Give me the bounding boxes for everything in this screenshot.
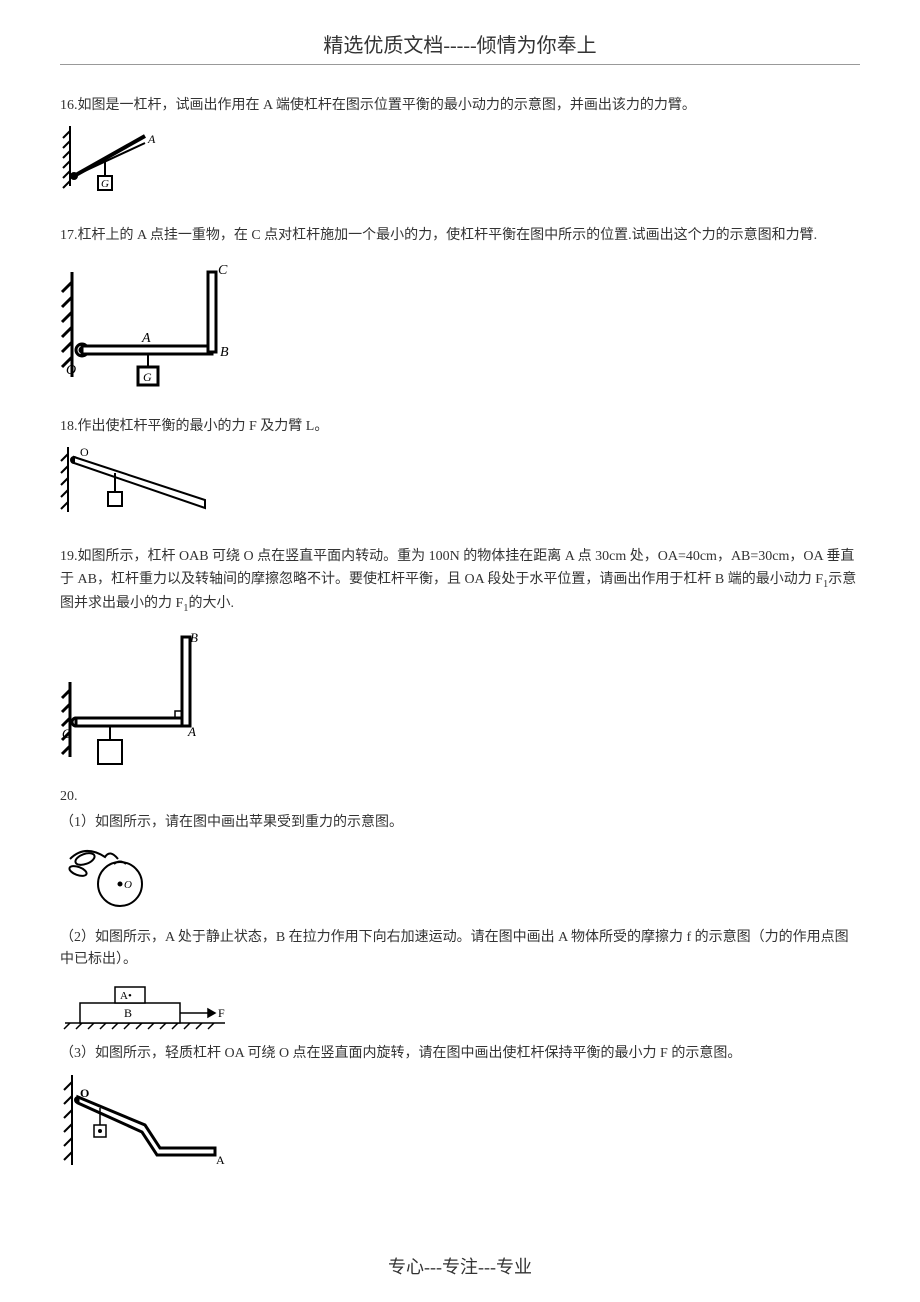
q20-d3: O A bbox=[60, 1070, 230, 1180]
question-16: 16.如图是一杠杆，试画出作用在 A 端使杠杆在图示位置平衡的最小动力的示意图，… bbox=[60, 95, 860, 211]
label-a: A bbox=[187, 724, 196, 739]
q19-diagram: O A B bbox=[60, 622, 210, 772]
label-a: A bbox=[141, 331, 151, 346]
q20-num: 20. bbox=[60, 786, 860, 808]
question-19: 19.如图所示，杠杆 OAB 可绕 O 点在竖直平面内转动。重为 100N 的物… bbox=[60, 546, 860, 772]
label-o: O bbox=[66, 363, 76, 378]
q16-text: 16.如图是一杠杆，试画出作用在 A 端使杠杆在图示位置平衡的最小动力的示意图，… bbox=[60, 95, 860, 117]
q18-diagram: O bbox=[60, 442, 220, 532]
question-20: 20. （1）如图所示，请在图中画出苹果受到重力的示意图。 O （2）如图所示，… bbox=[60, 786, 860, 1180]
label-g: G bbox=[143, 370, 152, 384]
label-o: O bbox=[80, 1086, 89, 1100]
page-footer: 专心---专注---专业 bbox=[0, 1253, 920, 1282]
label-a: A bbox=[147, 132, 156, 146]
question-17: 17.杠杆上的 A 点挂一重物，在 C 点对杠杆施加一个最小的力，使杠杆平衡在图… bbox=[60, 225, 860, 401]
q17-diagram: O A B C G bbox=[60, 252, 240, 402]
question-18: 18.作出使杠杆平衡的最小的力 F 及力臂 L。 O bbox=[60, 416, 860, 532]
q20-p3: （3）如图所示，轻质杠杆 OA 可绕 O 点在竖直面内旋转，请在图中画出使杠杆保… bbox=[60, 1043, 860, 1065]
q19-text-a: 19.如图所示，杠杆 OAB 可绕 O 点在竖直平面内转动。重为 100N 的物… bbox=[60, 549, 854, 586]
q20-p1: （1）如图所示，请在图中画出苹果受到重力的示意图。 bbox=[60, 812, 860, 834]
label-a: A bbox=[216, 1153, 225, 1167]
label-b: B bbox=[190, 630, 198, 645]
label-o: O bbox=[80, 445, 89, 459]
q19-text: 19.如图所示，杠杆 OAB 可绕 O 点在竖直平面内转动。重为 100N 的物… bbox=[60, 546, 860, 618]
label-f: F bbox=[218, 1006, 225, 1020]
q17-text: 17.杠杆上的 A 点挂一重物，在 C 点对杠杆施加一个最小的力，使杠杆平衡在图… bbox=[60, 225, 860, 247]
label-a: A• bbox=[120, 990, 132, 1002]
label-o: O bbox=[62, 726, 72, 741]
label-b: B bbox=[220, 345, 229, 360]
q16-diagram: A G bbox=[60, 121, 160, 211]
label-b: B bbox=[124, 1006, 132, 1020]
q20-d1: O bbox=[60, 839, 160, 919]
label-g: G bbox=[101, 178, 109, 190]
header-rule bbox=[60, 64, 860, 65]
q19-text-c: 的大小. bbox=[189, 596, 235, 611]
q18-text: 18.作出使杠杆平衡的最小的力 F 及力臂 L。 bbox=[60, 416, 860, 438]
q20-p2: （2）如图所示，A 处于静止状态，B 在拉力作用下向右加速运动。请在图中画出 A… bbox=[60, 927, 860, 972]
label-o: O bbox=[124, 879, 132, 891]
page-header: 精选优质文档-----倾情为你奉上 bbox=[60, 30, 860, 62]
q20-d2: A• B F bbox=[60, 975, 230, 1035]
label-c: C bbox=[218, 263, 228, 278]
